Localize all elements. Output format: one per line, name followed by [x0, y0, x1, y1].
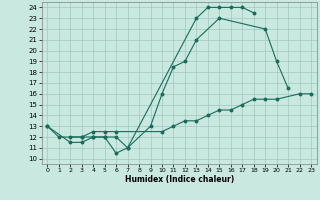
X-axis label: Humidex (Indice chaleur): Humidex (Indice chaleur): [124, 175, 234, 184]
